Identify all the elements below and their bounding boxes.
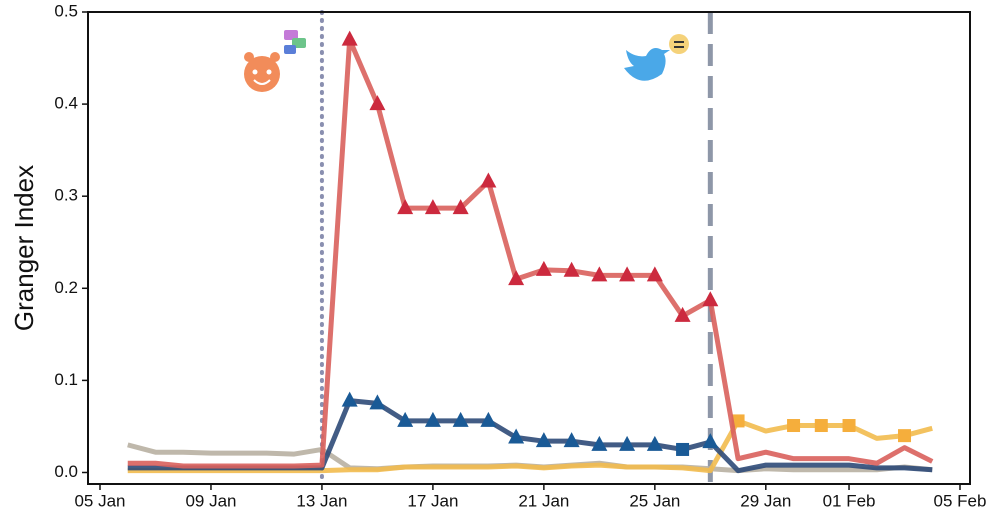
marker <box>898 429 912 443</box>
x-tick-label: 01 Feb <box>823 491 876 510</box>
marker <box>341 391 358 407</box>
marker <box>508 428 525 444</box>
plot-frame <box>87 11 971 485</box>
marker <box>646 266 663 282</box>
y-axis-label: Granger Index <box>9 165 39 331</box>
x-tick-label: 25 Jan <box>629 491 680 510</box>
marker <box>480 172 497 188</box>
marker <box>535 260 552 276</box>
y-tick-label: 0.1 <box>54 370 78 389</box>
marker <box>397 199 414 215</box>
marker <box>702 291 719 307</box>
x-tick-label: 09 Jan <box>185 491 236 510</box>
x-tick-label: 29 Jan <box>740 491 791 510</box>
marker <box>619 435 636 451</box>
marker <box>702 433 719 449</box>
marker <box>535 432 552 448</box>
y-tick-label: 0.5 <box>54 1 78 20</box>
x-tick-label: 21 Jan <box>518 491 569 510</box>
marker <box>341 30 358 46</box>
marker <box>397 411 414 427</box>
marker <box>452 199 469 215</box>
twitter-icon <box>624 34 689 81</box>
marker <box>619 266 636 282</box>
y-tick-label: 0.0 <box>54 462 78 481</box>
marker <box>591 435 608 451</box>
marker <box>646 435 663 451</box>
marker <box>480 411 497 427</box>
reddit-icon <box>244 30 306 92</box>
marker <box>676 442 690 456</box>
marker <box>452 411 469 427</box>
marker <box>563 432 580 448</box>
marker <box>842 419 856 433</box>
marker <box>508 270 525 286</box>
x-tick-label: 13 Jan <box>296 491 347 510</box>
marker <box>424 199 441 215</box>
y-tick-label: 0.3 <box>54 186 78 205</box>
x-tick-label: 05 Feb <box>934 491 987 510</box>
x-tick-label: 05 Jan <box>74 491 125 510</box>
marker <box>731 414 745 428</box>
marker <box>424 411 441 427</box>
marker <box>787 419 801 433</box>
y-tick-label: 0.2 <box>54 278 78 297</box>
marker <box>674 306 691 322</box>
x-tick-label: 17 Jan <box>407 491 458 510</box>
marker <box>591 266 608 282</box>
y-tick-label: 0.4 <box>54 94 78 113</box>
marker <box>814 419 828 433</box>
marker <box>563 261 580 277</box>
series-line <box>127 37 934 469</box>
marker <box>369 95 386 111</box>
marker <box>369 394 386 410</box>
